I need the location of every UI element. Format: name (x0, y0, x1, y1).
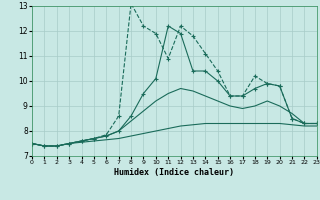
X-axis label: Humidex (Indice chaleur): Humidex (Indice chaleur) (115, 168, 234, 177)
